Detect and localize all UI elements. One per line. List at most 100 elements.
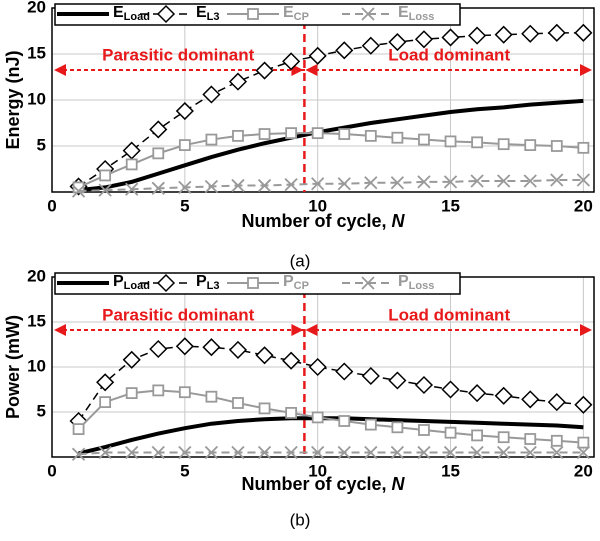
marker (441, 380, 460, 399)
marker (443, 445, 458, 460)
marker (524, 139, 537, 151)
marker (258, 128, 271, 140)
series-line (78, 98, 584, 193)
marker (471, 429, 483, 442)
marker (547, 23, 566, 42)
marker (574, 395, 593, 414)
marker (361, 276, 375, 290)
marker (335, 41, 354, 60)
caption: (b) (290, 510, 311, 529)
marker (390, 176, 405, 190)
annotation: Parasitic dominant (102, 305, 254, 324)
marker (418, 133, 430, 146)
marker (178, 445, 192, 460)
marker (337, 177, 351, 191)
marker (364, 176, 378, 190)
marker (99, 169, 112, 182)
marker (175, 337, 194, 356)
arrow-head (305, 324, 318, 336)
marker (521, 390, 540, 409)
marker (282, 351, 301, 370)
marker (284, 178, 298, 192)
marker (470, 445, 484, 460)
marker (574, 23, 593, 42)
marker (497, 431, 510, 444)
marker (149, 120, 168, 139)
x-tick-label: 5 (180, 461, 189, 480)
arrow-head (580, 64, 592, 76)
marker (468, 26, 487, 45)
marker (231, 178, 245, 193)
y-tick-label: 10 (27, 89, 46, 108)
x-tick-label: 10 (308, 461, 327, 480)
marker (414, 375, 434, 395)
marker (228, 72, 248, 91)
legend-label: ECP (283, 4, 309, 23)
marker (228, 340, 248, 359)
x-tick-label: 0 (47, 461, 56, 480)
marker (96, 373, 115, 392)
arrow-head (54, 64, 66, 76)
marker (311, 127, 324, 140)
marker (414, 30, 434, 49)
marker (285, 127, 298, 140)
marker (285, 406, 298, 419)
annotation: Load dominant (388, 305, 510, 324)
marker (361, 36, 380, 55)
y-tick-label: 20 (27, 0, 46, 16)
marker (202, 85, 221, 104)
x-tick-label: 15 (441, 461, 460, 480)
marker (550, 434, 563, 447)
y-tick-label: 20 (27, 266, 46, 285)
chart: 5 10 15 20 0 5 10 15 20 Parasitic dominant Load do… (3, 0, 595, 270)
arrow-head (54, 324, 66, 336)
marker (335, 362, 354, 381)
marker (547, 393, 566, 412)
marker (125, 445, 139, 460)
marker (152, 147, 165, 160)
marker (72, 423, 85, 436)
marker (576, 445, 591, 460)
marker (471, 136, 483, 149)
marker (417, 175, 431, 189)
marker (361, 366, 380, 386)
arrow-head (305, 64, 318, 76)
marker (247, 8, 259, 20)
series-line (78, 179, 584, 193)
marker (232, 397, 244, 409)
marker (71, 447, 86, 461)
marker (125, 182, 139, 196)
marker (257, 178, 272, 193)
marker (550, 173, 564, 187)
chart: 5 10 15 20 0 5 10 15 20 Parasitic dominant Load do… (3, 266, 595, 529)
marker (550, 140, 563, 152)
marker (468, 384, 487, 403)
marker (550, 445, 564, 460)
x-tick-label: 0 (47, 196, 56, 215)
marker (364, 418, 377, 431)
marker (497, 174, 511, 188)
marker (258, 402, 271, 415)
marker (497, 138, 510, 151)
marker (308, 46, 327, 65)
marker (577, 141, 590, 154)
x-tick-label: 20 (574, 196, 593, 215)
y-tick-label: 10 (27, 356, 46, 375)
marker (494, 386, 513, 405)
y-tick-label: 5 (37, 135, 46, 154)
y-axis-label: Energy (nJ) (3, 50, 23, 149)
marker (524, 433, 537, 445)
marker (231, 445, 245, 460)
marker (417, 445, 431, 460)
legend-label: ELoss (398, 4, 434, 23)
marker (390, 445, 405, 460)
x-axis-label: Number of cycle, N (241, 211, 405, 231)
x-axis-label: Number of cycle, N (241, 474, 405, 494)
y-axis-label: Power (mW) (3, 315, 23, 419)
marker (523, 174, 537, 188)
marker (338, 415, 351, 427)
marker (311, 445, 325, 460)
marker (99, 396, 112, 409)
arrow-head (580, 324, 592, 336)
